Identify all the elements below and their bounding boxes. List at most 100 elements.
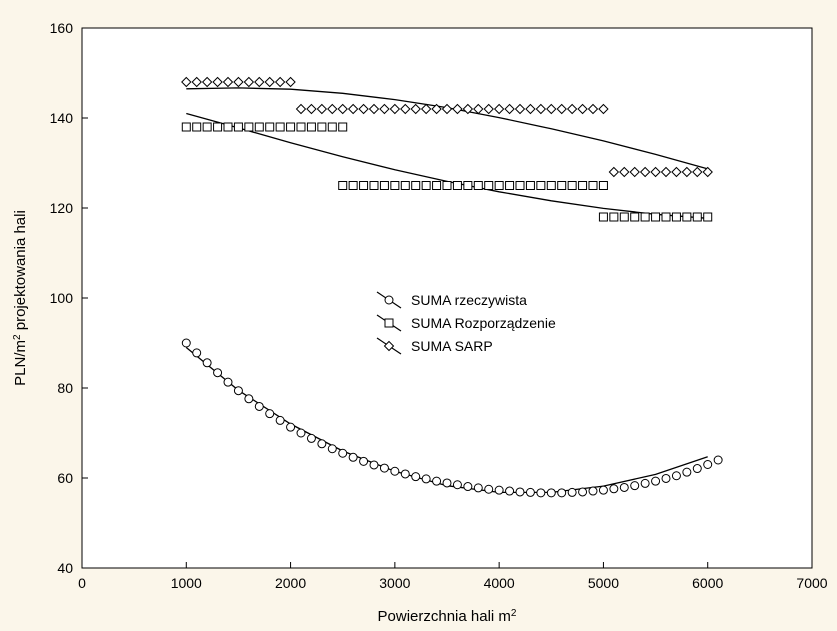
data-point (619, 166, 630, 178)
legend: SUMA rzeczywista SUMA Rozporządzenie SUMA … (376, 291, 556, 355)
x-tick-label: 3000 (379, 575, 410, 591)
data-point (494, 181, 504, 190)
data-point (536, 488, 546, 498)
data-point (359, 456, 369, 466)
data-point (400, 181, 410, 190)
data-point (473, 483, 483, 493)
data-point (317, 122, 327, 132)
data-point (567, 181, 577, 190)
data-point (254, 122, 264, 132)
data-point (181, 122, 191, 132)
data-point (379, 463, 389, 473)
data-point (515, 181, 525, 190)
data-point (432, 181, 442, 190)
data-point (296, 428, 306, 438)
data-point (338, 448, 348, 458)
data-point (400, 469, 410, 479)
data-point (671, 212, 681, 222)
data-point (286, 422, 296, 432)
data-point (525, 103, 536, 115)
data-point (660, 166, 672, 178)
data-point (201, 76, 213, 88)
data-point (390, 466, 400, 476)
data-point (295, 103, 307, 115)
data-point (192, 122, 202, 132)
data-point (452, 480, 462, 490)
data-point (692, 464, 702, 474)
data-point (619, 212, 629, 222)
data-point (650, 166, 661, 178)
data-point (264, 76, 275, 88)
data-point (557, 488, 567, 498)
data-point (566, 103, 578, 115)
x-axis-title: Powierzchnia hali m2 (378, 608, 517, 626)
data-point (400, 103, 411, 115)
data-point (598, 485, 608, 495)
data-point (567, 487, 577, 497)
data-point (432, 476, 442, 486)
data-point (338, 181, 348, 190)
data-point (629, 166, 640, 178)
data-point (682, 212, 692, 222)
y-axis: 40 60 80 100 120 140 160 (50, 20, 88, 576)
data-point (213, 368, 223, 378)
data-point (358, 103, 369, 115)
data-point (384, 318, 394, 328)
data-point (484, 181, 494, 190)
data-point (473, 103, 484, 115)
data-point (505, 181, 515, 190)
data-point (233, 386, 243, 396)
data-point (682, 467, 692, 477)
data-point (442, 181, 452, 190)
data-point (442, 478, 452, 488)
data-point (296, 122, 306, 132)
data-point (379, 181, 389, 190)
data-point (640, 478, 650, 488)
data-point (337, 103, 348, 115)
y-axis-title: PLN/m2 projektowania hali (12, 210, 30, 386)
data-point (244, 122, 254, 132)
data-point (348, 452, 358, 462)
data-point (505, 486, 515, 496)
data-point (661, 473, 671, 483)
data-point (431, 103, 442, 115)
data-point (348, 181, 358, 190)
y-tick-label: 120 (50, 200, 74, 216)
data-point (411, 472, 421, 482)
data-point (191, 76, 202, 88)
data-point (212, 76, 223, 88)
data-point (546, 103, 557, 115)
y-tick-label: 140 (50, 110, 74, 126)
data-point (577, 103, 588, 115)
data-point (609, 484, 619, 494)
data-point (671, 166, 682, 178)
data-point (463, 181, 473, 190)
data-point (462, 103, 474, 115)
data-point (598, 181, 608, 190)
data-point (347, 103, 359, 115)
data-point (244, 394, 254, 404)
data-point (630, 481, 640, 491)
data-point (233, 122, 243, 132)
data-point (588, 486, 598, 496)
data-point (275, 122, 285, 132)
legend-label: SUMA rzeczywista (411, 292, 527, 308)
y-tick-label: 100 (50, 290, 74, 306)
data-point (493, 103, 505, 115)
data-markers (181, 76, 723, 498)
data-point (598, 103, 609, 115)
data-point (327, 103, 338, 115)
data-point (619, 482, 629, 492)
data-point (306, 103, 317, 115)
data-point (286, 122, 296, 132)
data-point (651, 212, 661, 222)
data-point (192, 348, 202, 358)
data-point (588, 181, 598, 190)
x-tick-label: 7000 (796, 575, 827, 591)
data-point (536, 181, 546, 190)
data-point (535, 103, 547, 115)
data-point (420, 103, 432, 115)
data-point (327, 444, 337, 454)
data-point (483, 103, 494, 115)
